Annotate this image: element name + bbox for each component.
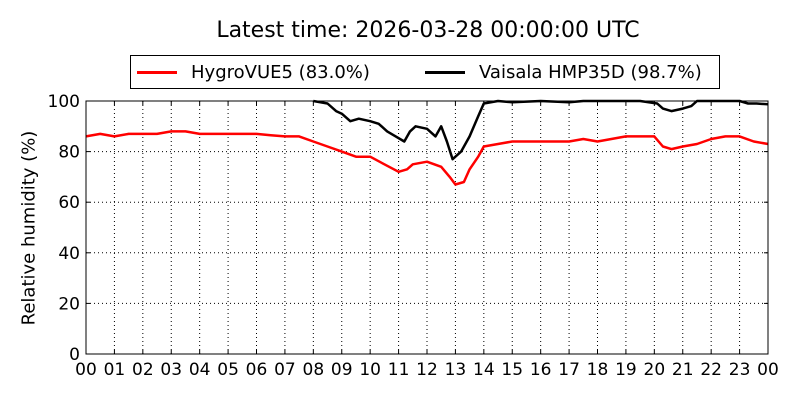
x-tick-label: 13 [445, 360, 467, 380]
legend-swatch-hygrovue5 [137, 70, 177, 74]
chart-legend: HygroVUE5 (83.0%) Vaisala HMP35D (98.7%) [130, 55, 720, 89]
y-tick-label: 80 [58, 143, 80, 163]
x-tick-label: 11 [388, 360, 410, 380]
legend-swatch-hmp35d [425, 70, 465, 74]
x-tick-label: 15 [501, 360, 523, 380]
x-tick-label: 10 [359, 360, 381, 380]
x-tick-label: 02 [132, 360, 154, 380]
x-tick-label: 06 [246, 360, 268, 380]
x-tick-label: 03 [160, 360, 182, 380]
x-tick-label: 04 [189, 360, 211, 380]
y-tick-label: 60 [58, 193, 80, 213]
y-tick-label: 0 [69, 345, 80, 365]
x-tick-label: 19 [615, 360, 637, 380]
x-tick-label: 01 [104, 360, 126, 380]
x-tick-label: 14 [473, 360, 495, 380]
x-tick-label: 22 [700, 360, 722, 380]
x-tick-label: 21 [672, 360, 694, 380]
series-line-1 [313, 99, 769, 161]
x-tick-label: 12 [416, 360, 438, 380]
x-tick-label: 09 [331, 360, 353, 380]
legend-label-hygrovue5: HygroVUE5 (83.0%) [191, 61, 370, 83]
x-tick-label: 20 [644, 360, 666, 380]
y-tick-label: 40 [58, 244, 80, 264]
series-line-0 [85, 130, 769, 186]
chart-title: Latest time: 2026-03-28 00:00:00 UTC [216, 18, 640, 43]
y-tick-label: 20 [58, 294, 80, 314]
x-tick-label: 17 [558, 360, 580, 380]
legend-item-hmp35d: Vaisala HMP35D (98.7%) [425, 56, 702, 88]
y-tick-label: 100 [48, 92, 80, 112]
x-tick-label: 08 [303, 360, 325, 380]
legend-label-hmp35d: Vaisala HMP35D (98.7%) [479, 61, 702, 83]
legend-item-hygrovue5: HygroVUE5 (83.0%) [137, 56, 370, 88]
x-tick-label: 18 [587, 360, 609, 380]
x-tick-label: 05 [217, 360, 239, 380]
x-tick-label: 00 [75, 360, 97, 380]
x-tick-label: 07 [274, 360, 296, 380]
x-tick-label: 00 [757, 360, 779, 380]
plot-frame [85, 100, 769, 355]
x-tick-label: 16 [530, 360, 552, 380]
x-tick-label: 23 [729, 360, 751, 380]
